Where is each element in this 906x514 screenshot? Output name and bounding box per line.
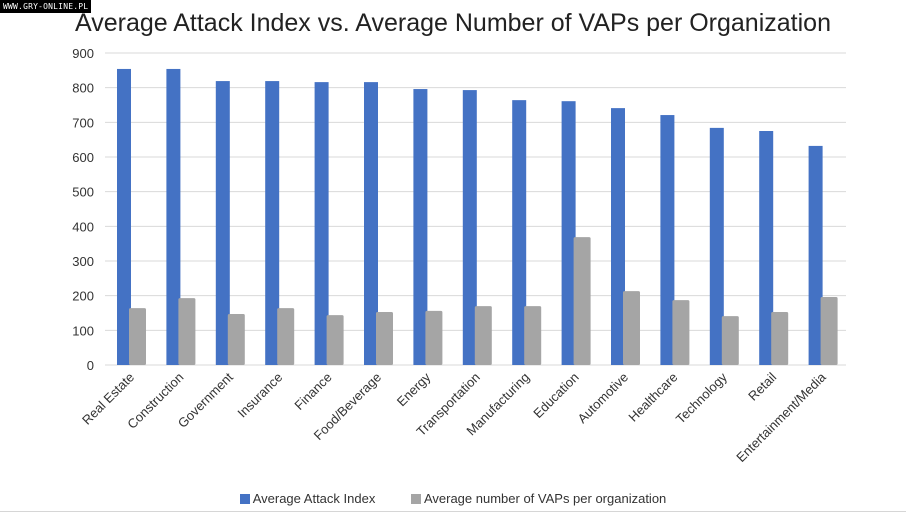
y-tick-label: 400 (72, 219, 94, 234)
legend-label-attack-index: Average Attack Index (252, 491, 376, 506)
bar-attack-index[interactable] (611, 108, 625, 366)
bar-vaps[interactable] (623, 291, 640, 365)
bar-vaps[interactable] (227, 314, 245, 365)
bar-vaps[interactable] (771, 311, 789, 365)
bar-attack-index[interactable] (265, 81, 280, 365)
y-tick-label: 600 (72, 150, 94, 165)
bar-vaps[interactable] (820, 297, 838, 365)
bar-vaps[interactable] (573, 237, 591, 365)
bar-vaps[interactable] (326, 315, 344, 365)
y-tick-label: 500 (72, 185, 94, 200)
x-tick-label: Automotive (575, 370, 632, 427)
bar-attack-index[interactable] (561, 101, 576, 365)
bar-attack-index[interactable] (759, 131, 774, 365)
y-tick-label: 100 (72, 323, 94, 338)
y-tick-label: 200 (72, 289, 94, 304)
x-tick-label: Retail (745, 369, 779, 403)
bar-vaps[interactable] (376, 311, 393, 365)
bar-vaps[interactable] (178, 298, 196, 365)
y-tick-label: 0 (87, 358, 94, 373)
bar-attack-index[interactable] (166, 68, 181, 366)
x-axis-labels: Real EstateConstructionGovernmentInsuran… (79, 369, 829, 465)
bar-attack-index[interactable] (364, 82, 378, 366)
legend-swatch-vaps (410, 493, 421, 504)
bar-attack-index[interactable] (709, 127, 724, 365)
legend: Average Attack Index Average number of V… (0, 491, 906, 507)
bar-attack-index[interactable] (808, 145, 823, 365)
bar-vaps[interactable] (721, 316, 739, 365)
bar-attack-index[interactable] (117, 68, 131, 366)
y-tick-label: 900 (72, 46, 94, 61)
x-tick-label: Energy (394, 369, 434, 409)
chart-title: Average Attack Index vs. Average Number … (75, 9, 831, 37)
divider (0, 511, 906, 512)
bar-attack-index[interactable] (314, 82, 329, 366)
legend-label-vaps: Average number of VAPs per organization (423, 491, 667, 506)
bar-vaps[interactable] (672, 300, 690, 365)
watermark: WWW.GRY-ONLINE.PL (0, 0, 92, 13)
bar-vaps[interactable] (277, 308, 295, 365)
x-tick-label: Finance (291, 370, 334, 413)
x-tick-label: Insurance (234, 370, 285, 421)
bar-attack-index[interactable] (660, 115, 675, 365)
bar-vaps[interactable] (425, 310, 443, 365)
bar-attack-index[interactable] (413, 89, 428, 365)
bar-vaps[interactable] (129, 308, 146, 365)
x-tick-label: Education (530, 370, 581, 421)
legend-swatch-attack-index (239, 493, 250, 504)
legend-item-vaps[interactable]: Average number of VAPs per organization (410, 491, 667, 506)
y-tick-label: 300 (72, 254, 94, 269)
bar-vaps[interactable] (524, 306, 542, 365)
bar-attack-index[interactable] (462, 90, 477, 366)
bar-attack-index[interactable] (512, 100, 527, 365)
bar-vaps[interactable] (474, 306, 492, 365)
x-tick-label: Technology (673, 369, 730, 426)
y-axis-ticks: 0 100 200 300 400 500 600 700 800 900 (72, 46, 94, 373)
legend-item-attack-index[interactable]: Average Attack Index (239, 491, 376, 506)
y-tick-label: 800 (72, 81, 94, 96)
x-tick-label: Entertainment/Media (733, 369, 829, 465)
y-tick-label: 700 (72, 115, 94, 130)
bars (117, 68, 838, 366)
bar-attack-index[interactable] (215, 81, 230, 365)
